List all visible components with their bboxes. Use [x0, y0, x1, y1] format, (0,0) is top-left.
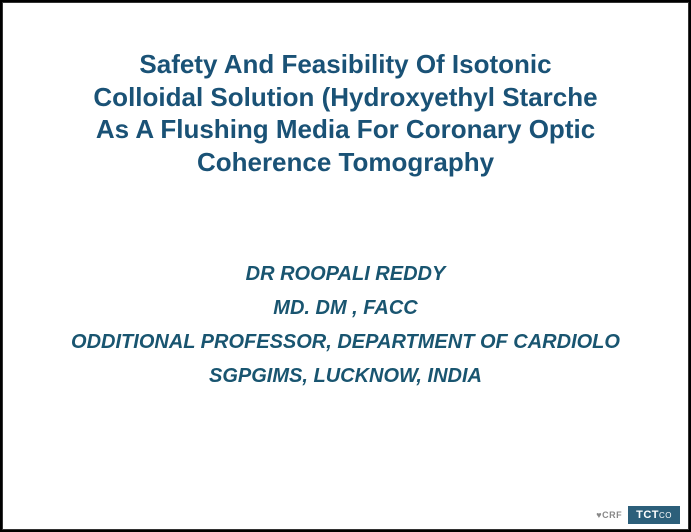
crf-logo: ♥CRF — [596, 510, 622, 520]
tct-main-text: TCT — [636, 509, 659, 521]
author-credentials: MD. DM , FACC — [3, 292, 688, 324]
title-line-2: Colloidal Solution (Hydroxyethyl Starche — [3, 81, 688, 114]
title-block: Safety And Feasibility Of Isotonic Collo… — [3, 48, 688, 178]
author-name: DR ROOPALI REDDY — [3, 258, 688, 290]
title-line-4: Coherence Tomography — [3, 146, 688, 179]
tct-sub-text: CO — [659, 511, 672, 520]
title-line-3: As A Flushing Media For Coronary Optic — [3, 113, 688, 146]
footer-bar: ♥CRF TCTCO — [3, 501, 688, 529]
slide-container: Safety And Feasibility Of Isotonic Collo… — [2, 2, 689, 530]
author-block: DR ROOPALI REDDY MD. DM , FACC ODDITIONA… — [3, 258, 688, 394]
author-position: ODDITIONAL PROFESSOR, DEPARTMENT OF CARD… — [3, 326, 688, 358]
tct-logo: TCTCO — [628, 506, 680, 524]
title-line-1: Safety And Feasibility Of Isotonic — [3, 48, 688, 81]
author-affiliation: SGPGIMS, LUCKNOW, INDIA — [3, 360, 688, 392]
